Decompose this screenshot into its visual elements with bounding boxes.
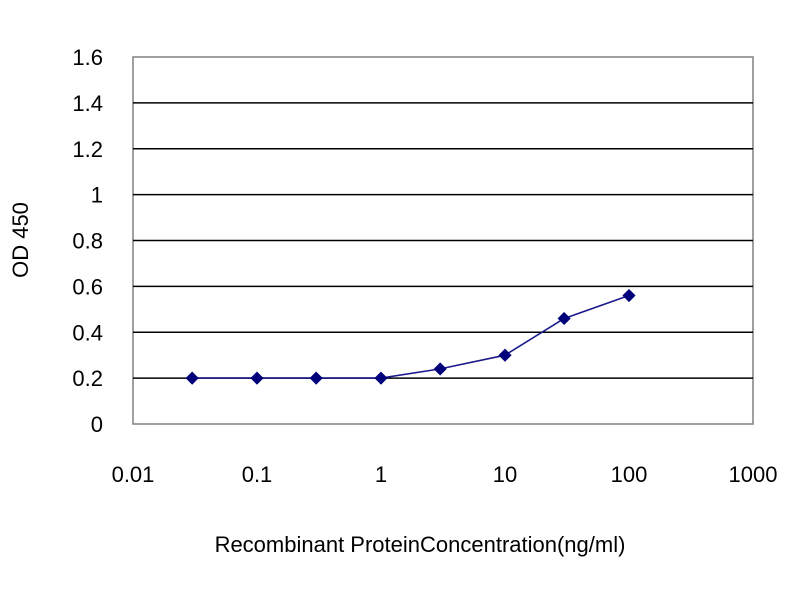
x-tick-label: 100: [611, 462, 648, 487]
y-tick-labels: 0 0.2 0.4 0.6 0.8 1 1.2 1.4 1.6: [72, 45, 103, 437]
data-point: [185, 371, 199, 385]
y-tick-label: 1: [91, 183, 103, 208]
x-tick-label: 0.01: [112, 462, 155, 487]
series-group: [185, 288, 636, 385]
y-tick-label: 1.6: [72, 45, 103, 70]
x-tick-labels: 0.01 0.1 1 10 100 1000: [112, 462, 778, 487]
data-point: [309, 371, 323, 385]
x-axis-title: Recombinant ProteinConcentration(ng/ml): [215, 532, 626, 557]
data-point: [557, 311, 571, 326]
data-point: [433, 362, 447, 376]
y-tick-label: 0.4: [72, 320, 103, 345]
data-point: [498, 348, 512, 362]
data-point: [622, 288, 636, 303]
x-tick-label: 1: [375, 462, 387, 487]
x-tick-label: 10: [493, 462, 517, 487]
y-tick-label: 0: [91, 412, 103, 437]
y-tick-label: 1.4: [72, 91, 103, 116]
data-point: [250, 371, 264, 385]
y-tick-label: 0.6: [72, 274, 103, 299]
x-tick-label: 0.1: [242, 462, 273, 487]
y-tick-label: 0.2: [72, 366, 103, 391]
x-tick-label: 1000: [729, 462, 778, 487]
data-point: [374, 371, 388, 385]
y-tick-label: 0.8: [72, 229, 103, 254]
series-line: [192, 294, 630, 379]
y-axis-title: OD 450: [8, 202, 33, 278]
y-tick-label: 1.2: [72, 137, 103, 162]
